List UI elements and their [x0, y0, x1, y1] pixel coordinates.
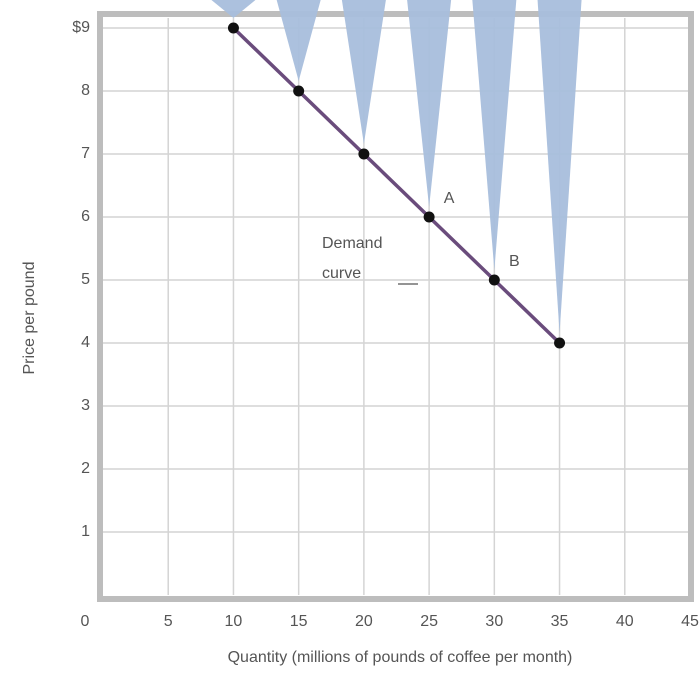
spike-decoration	[537, 0, 582, 333]
demand-line	[232, 26, 561, 345]
spike-decoration	[407, 0, 452, 207]
x-tick-label: 10	[225, 613, 243, 630]
x-tick-label: 0	[81, 613, 90, 630]
point	[227, 22, 239, 34]
y-tick-label: 4	[81, 334, 90, 351]
x-tick-label: 15	[290, 613, 308, 630]
x-tick-label: 25	[420, 613, 438, 630]
point	[358, 148, 370, 160]
y-tick-label: 8	[81, 82, 90, 99]
x-tick-label: 45	[681, 613, 699, 630]
annotation-text: A	[444, 190, 455, 207]
y-tick-label: 1	[81, 523, 90, 540]
y-tick-label: $9	[72, 19, 90, 36]
spike-decoration	[472, 0, 517, 270]
point	[293, 85, 305, 97]
x-tick-label: 5	[164, 613, 173, 630]
plot-frame	[97, 11, 694, 602]
spike-decoration	[211, 0, 256, 18]
y-axis-label: Price per pound	[21, 262, 38, 375]
y-tick-label: 5	[81, 271, 90, 288]
x-tick-label: 40	[616, 613, 634, 630]
annotation-text: Demand	[322, 235, 382, 252]
x-tick-label: 20	[355, 613, 373, 630]
spike-decoration	[276, 0, 321, 81]
x-tick-label: 35	[551, 613, 569, 630]
annotation-text: curve	[322, 265, 361, 282]
annotation-text: B	[509, 253, 520, 270]
y-tick-label: 3	[81, 397, 90, 414]
point	[423, 211, 435, 223]
x-tick-label: 30	[485, 613, 503, 630]
y-tick-label: 2	[81, 460, 90, 477]
point	[488, 274, 500, 286]
y-tick-label: 6	[81, 208, 90, 225]
x-axis-label: Quantity (millions of pounds of coffee p…	[228, 649, 573, 666]
y-tick-label: 7	[81, 145, 90, 162]
spike-decoration	[341, 0, 386, 144]
point	[554, 337, 566, 349]
